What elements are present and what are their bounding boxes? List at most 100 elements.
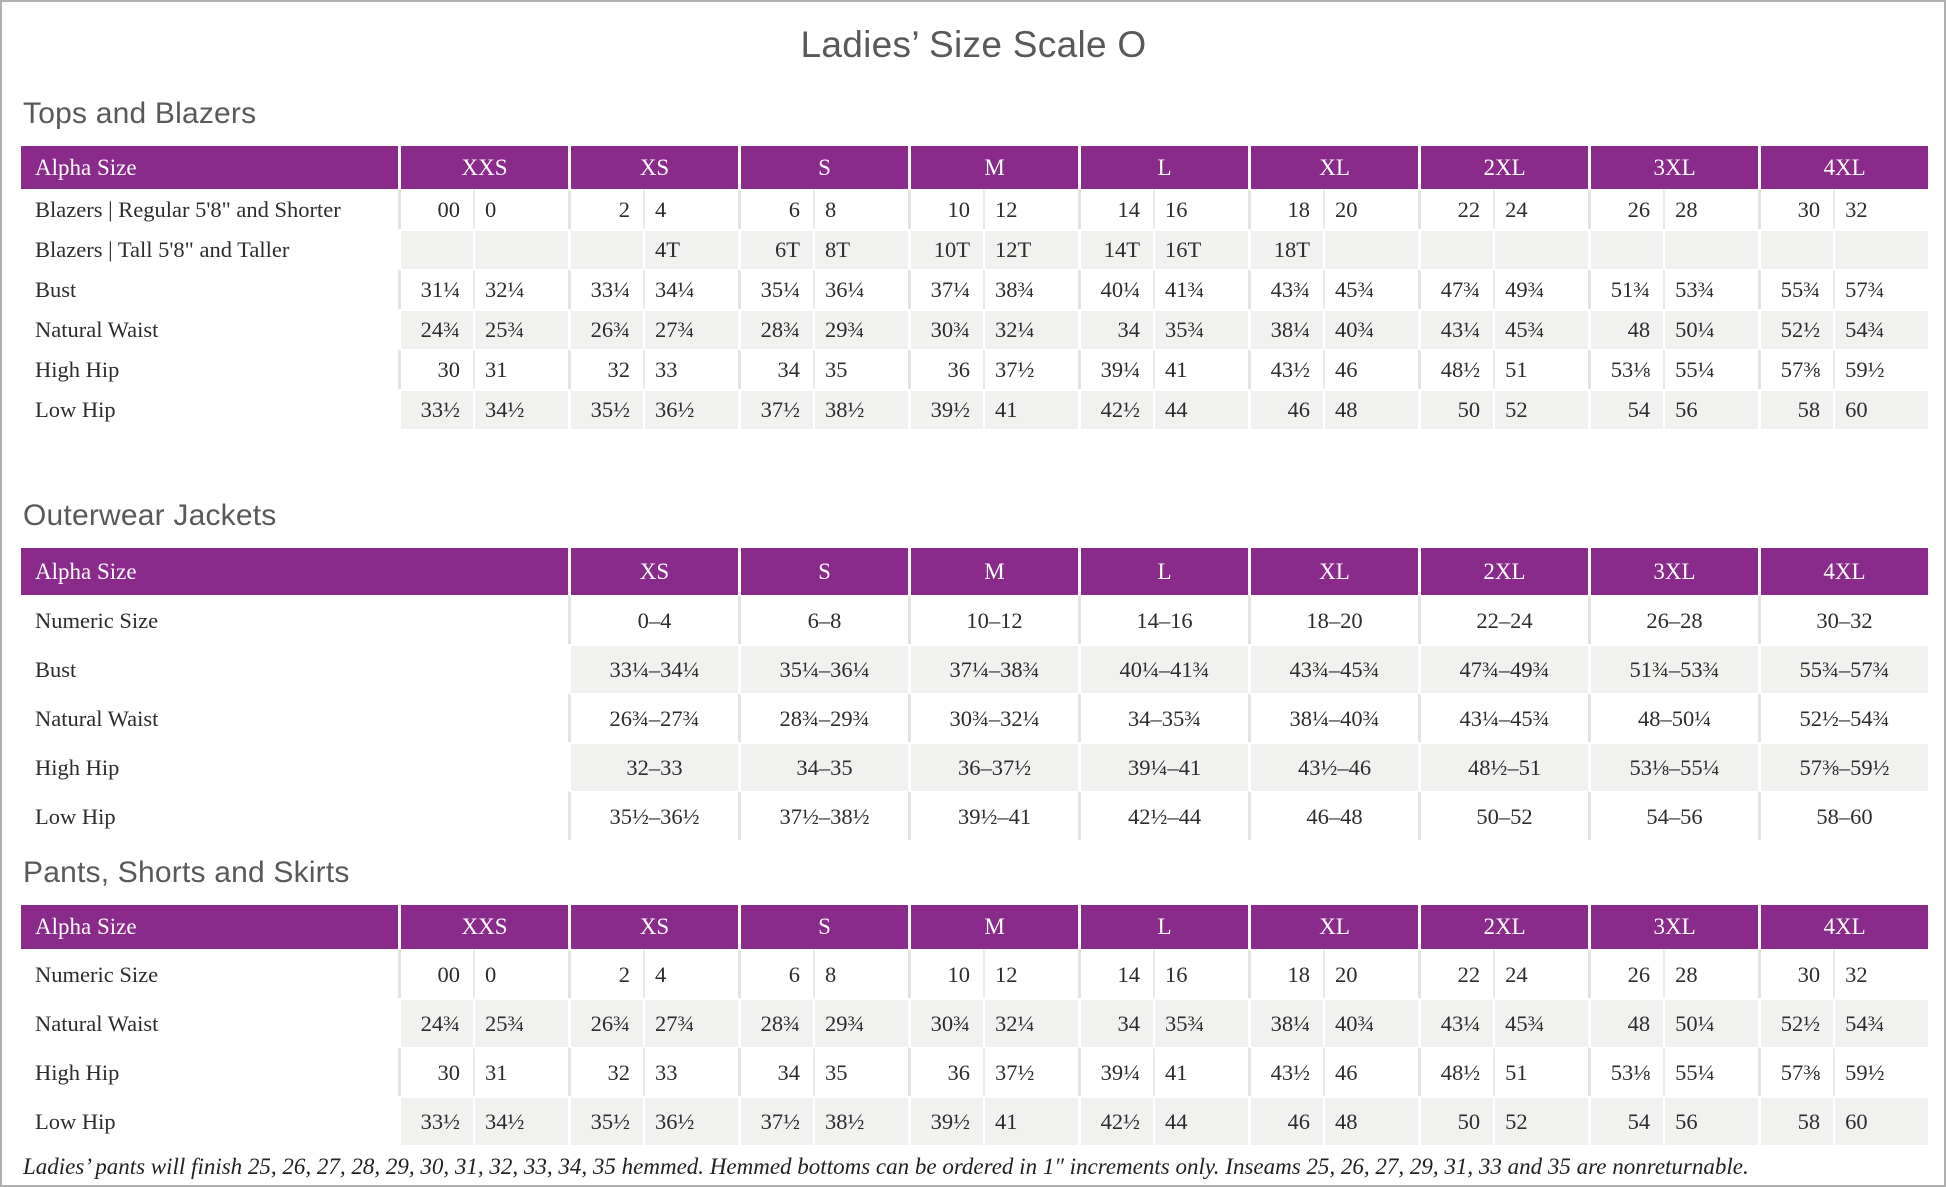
size-cell: 27¾ — [643, 998, 739, 1047]
col-header-xs: XS — [568, 905, 739, 949]
size-cell: 33¼–34¼ — [568, 644, 738, 693]
size-cell: 10T — [908, 229, 984, 269]
col-header-4xl: 4XL — [1758, 146, 1929, 189]
size-cell: 16 — [1153, 949, 1249, 998]
size-cell: 43¾ — [1248, 269, 1324, 309]
size-cell: 16T — [1153, 229, 1249, 269]
size-cell: 14T — [1078, 229, 1154, 269]
col-header-m: M — [908, 548, 1078, 595]
size-cell: 42½ — [1078, 389, 1154, 429]
col-header-xl: XL — [1248, 905, 1419, 949]
size-cell: 26¾ — [568, 998, 644, 1047]
table-row: Numeric Size 00 0 2 4 6 8 10 12 14 16 18 20 22 24 26 28 3… — [21, 949, 1929, 998]
size-cell: 35¾ — [1153, 998, 1249, 1047]
size-cell: 34–35 — [738, 742, 908, 791]
size-cell: 58 — [1758, 1096, 1834, 1145]
row-label: Low Hip — [21, 389, 398, 429]
col-header-3xl: 3XL — [1588, 548, 1758, 595]
row-label: Natural Waist — [21, 998, 398, 1047]
size-cell — [1833, 229, 1929, 269]
size-cell: 6T — [738, 229, 814, 269]
size-cell: 18 — [1248, 949, 1324, 998]
size-cell: 51¾–53¾ — [1588, 644, 1758, 693]
size-cell: 58 — [1758, 389, 1834, 429]
size-cell: 34 — [1078, 998, 1154, 1047]
col-header-xs: XS — [568, 146, 739, 189]
size-cell: 6–8 — [738, 595, 908, 644]
size-cell: 10 — [908, 189, 984, 229]
size-cell: 60 — [1833, 389, 1929, 429]
size-cell: 35 — [813, 1047, 909, 1096]
col-header-2xl: 2XL — [1418, 548, 1588, 595]
size-cell: 44 — [1153, 1096, 1249, 1145]
size-cell: 46 — [1323, 1047, 1419, 1096]
size-cell: 48 — [1323, 1096, 1419, 1145]
size-cell — [1663, 229, 1759, 269]
section-title-tops: Tops and Blazers — [23, 97, 257, 130]
size-cell: 38½ — [813, 1096, 909, 1145]
size-cell: 38¼–40¾ — [1248, 693, 1418, 742]
size-cell: 22 — [1418, 189, 1494, 229]
size-cell: 49¾ — [1493, 269, 1589, 309]
size-cell: 35½–36½ — [568, 791, 738, 840]
size-cell: 46 — [1248, 1096, 1324, 1145]
section-title-pants: Pants, Shorts and Skirts — [23, 856, 350, 889]
size-cell: 26 — [1588, 949, 1664, 998]
size-cell: 33½ — [398, 389, 473, 429]
size-cell: 52½ — [1758, 309, 1834, 349]
table-row: Natural Waist 24¾ 25¾ 26¾ 27¾ 28¾ 29¾ 30¾ 32¼ 34 3… — [21, 309, 1929, 349]
size-cell: 39½ — [908, 1096, 984, 1145]
table-row: High Hip 30 31 32 33 34 35 36 37½ 39¼ 41 43½ 46 48½ 51… — [21, 1047, 1929, 1096]
col-header-s: S — [738, 548, 908, 595]
row-label: Natural Waist — [21, 309, 398, 349]
size-cell: 41 — [983, 389, 1079, 429]
section-outerwear-jackets: Outerwear Jackets Alpha Size XS S M L XL 2XL 3X… — [21, 499, 1928, 840]
size-cell: 48½–51 — [1418, 742, 1588, 791]
size-cell: 33 — [643, 349, 739, 389]
size-cell: 50¼ — [1663, 998, 1759, 1047]
size-cell: 53¾ — [1663, 269, 1759, 309]
size-cell — [1323, 229, 1419, 269]
size-table-pants: Alpha Size XXS XS S M L XL 2XL 3XL 4XL Numeric Siz… — [21, 905, 1929, 1145]
size-cell: 39¼ — [1078, 349, 1154, 389]
size-cell: 50 — [1418, 389, 1494, 429]
size-cell: 0–4 — [568, 595, 738, 644]
size-cell: 12T — [983, 229, 1079, 269]
size-cell: 51 — [1493, 1047, 1589, 1096]
size-cell: 36½ — [643, 1096, 739, 1145]
size-cell: 40¾ — [1323, 309, 1419, 349]
size-cell: 48 — [1588, 998, 1664, 1047]
table-row: Natural Waist 26¾–27¾ 28¾–29¾ 30¾–32¼ 34–35¾… — [21, 693, 1928, 742]
size-cell: 29¾ — [813, 998, 909, 1047]
size-cell: 55¾–57¾ — [1758, 644, 1928, 693]
size-cell: 24¾ — [398, 309, 473, 349]
hemming-footnote: Ladies’ pants will finish 25, 26, 27, 28… — [23, 1154, 1749, 1179]
size-cell — [1758, 229, 1834, 269]
row-label: Blazers | Regular 5'8" and Shorter — [21, 189, 398, 229]
size-cell: 18 — [1248, 189, 1324, 229]
size-cell — [473, 229, 569, 269]
size-cell — [1418, 229, 1494, 269]
size-cell: 00 — [398, 189, 473, 229]
size-cell: 32 — [568, 1047, 644, 1096]
col-header-xl: XL — [1248, 146, 1419, 189]
table-row: Low Hip 33½ 34½ 35½ 36½ 37½ 38½ 39½ 41 42½ 44 46 48 5… — [21, 1096, 1929, 1145]
table-row: Blazers | Regular 5'8" and Shorter 00 0 2 4 6… — [21, 189, 1929, 229]
size-cell: 45¾ — [1323, 269, 1419, 309]
size-cell: 43½ — [1248, 349, 1324, 389]
size-cell: 32–33 — [568, 742, 738, 791]
size-cell: 38½ — [813, 389, 909, 429]
size-cell: 29¾ — [813, 309, 909, 349]
col-header-l: L — [1078, 548, 1248, 595]
size-cell: 28 — [1663, 189, 1759, 229]
size-cell: 26 — [1588, 189, 1664, 229]
size-cell: 39½–41 — [908, 791, 1078, 840]
size-cell: 32 — [1833, 949, 1929, 998]
size-cell: 12 — [983, 189, 1079, 229]
size-cell: 28¾ — [738, 309, 814, 349]
size-cell: 14 — [1078, 189, 1154, 229]
size-cell: 26¾ — [568, 309, 644, 349]
size-cell: 57⅜–59½ — [1758, 742, 1928, 791]
size-cell: 47¾–49¾ — [1418, 644, 1588, 693]
